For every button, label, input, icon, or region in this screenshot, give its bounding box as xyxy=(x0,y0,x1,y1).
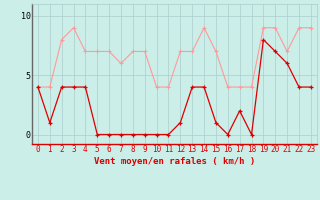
X-axis label: Vent moyen/en rafales ( km/h ): Vent moyen/en rafales ( km/h ) xyxy=(94,157,255,166)
